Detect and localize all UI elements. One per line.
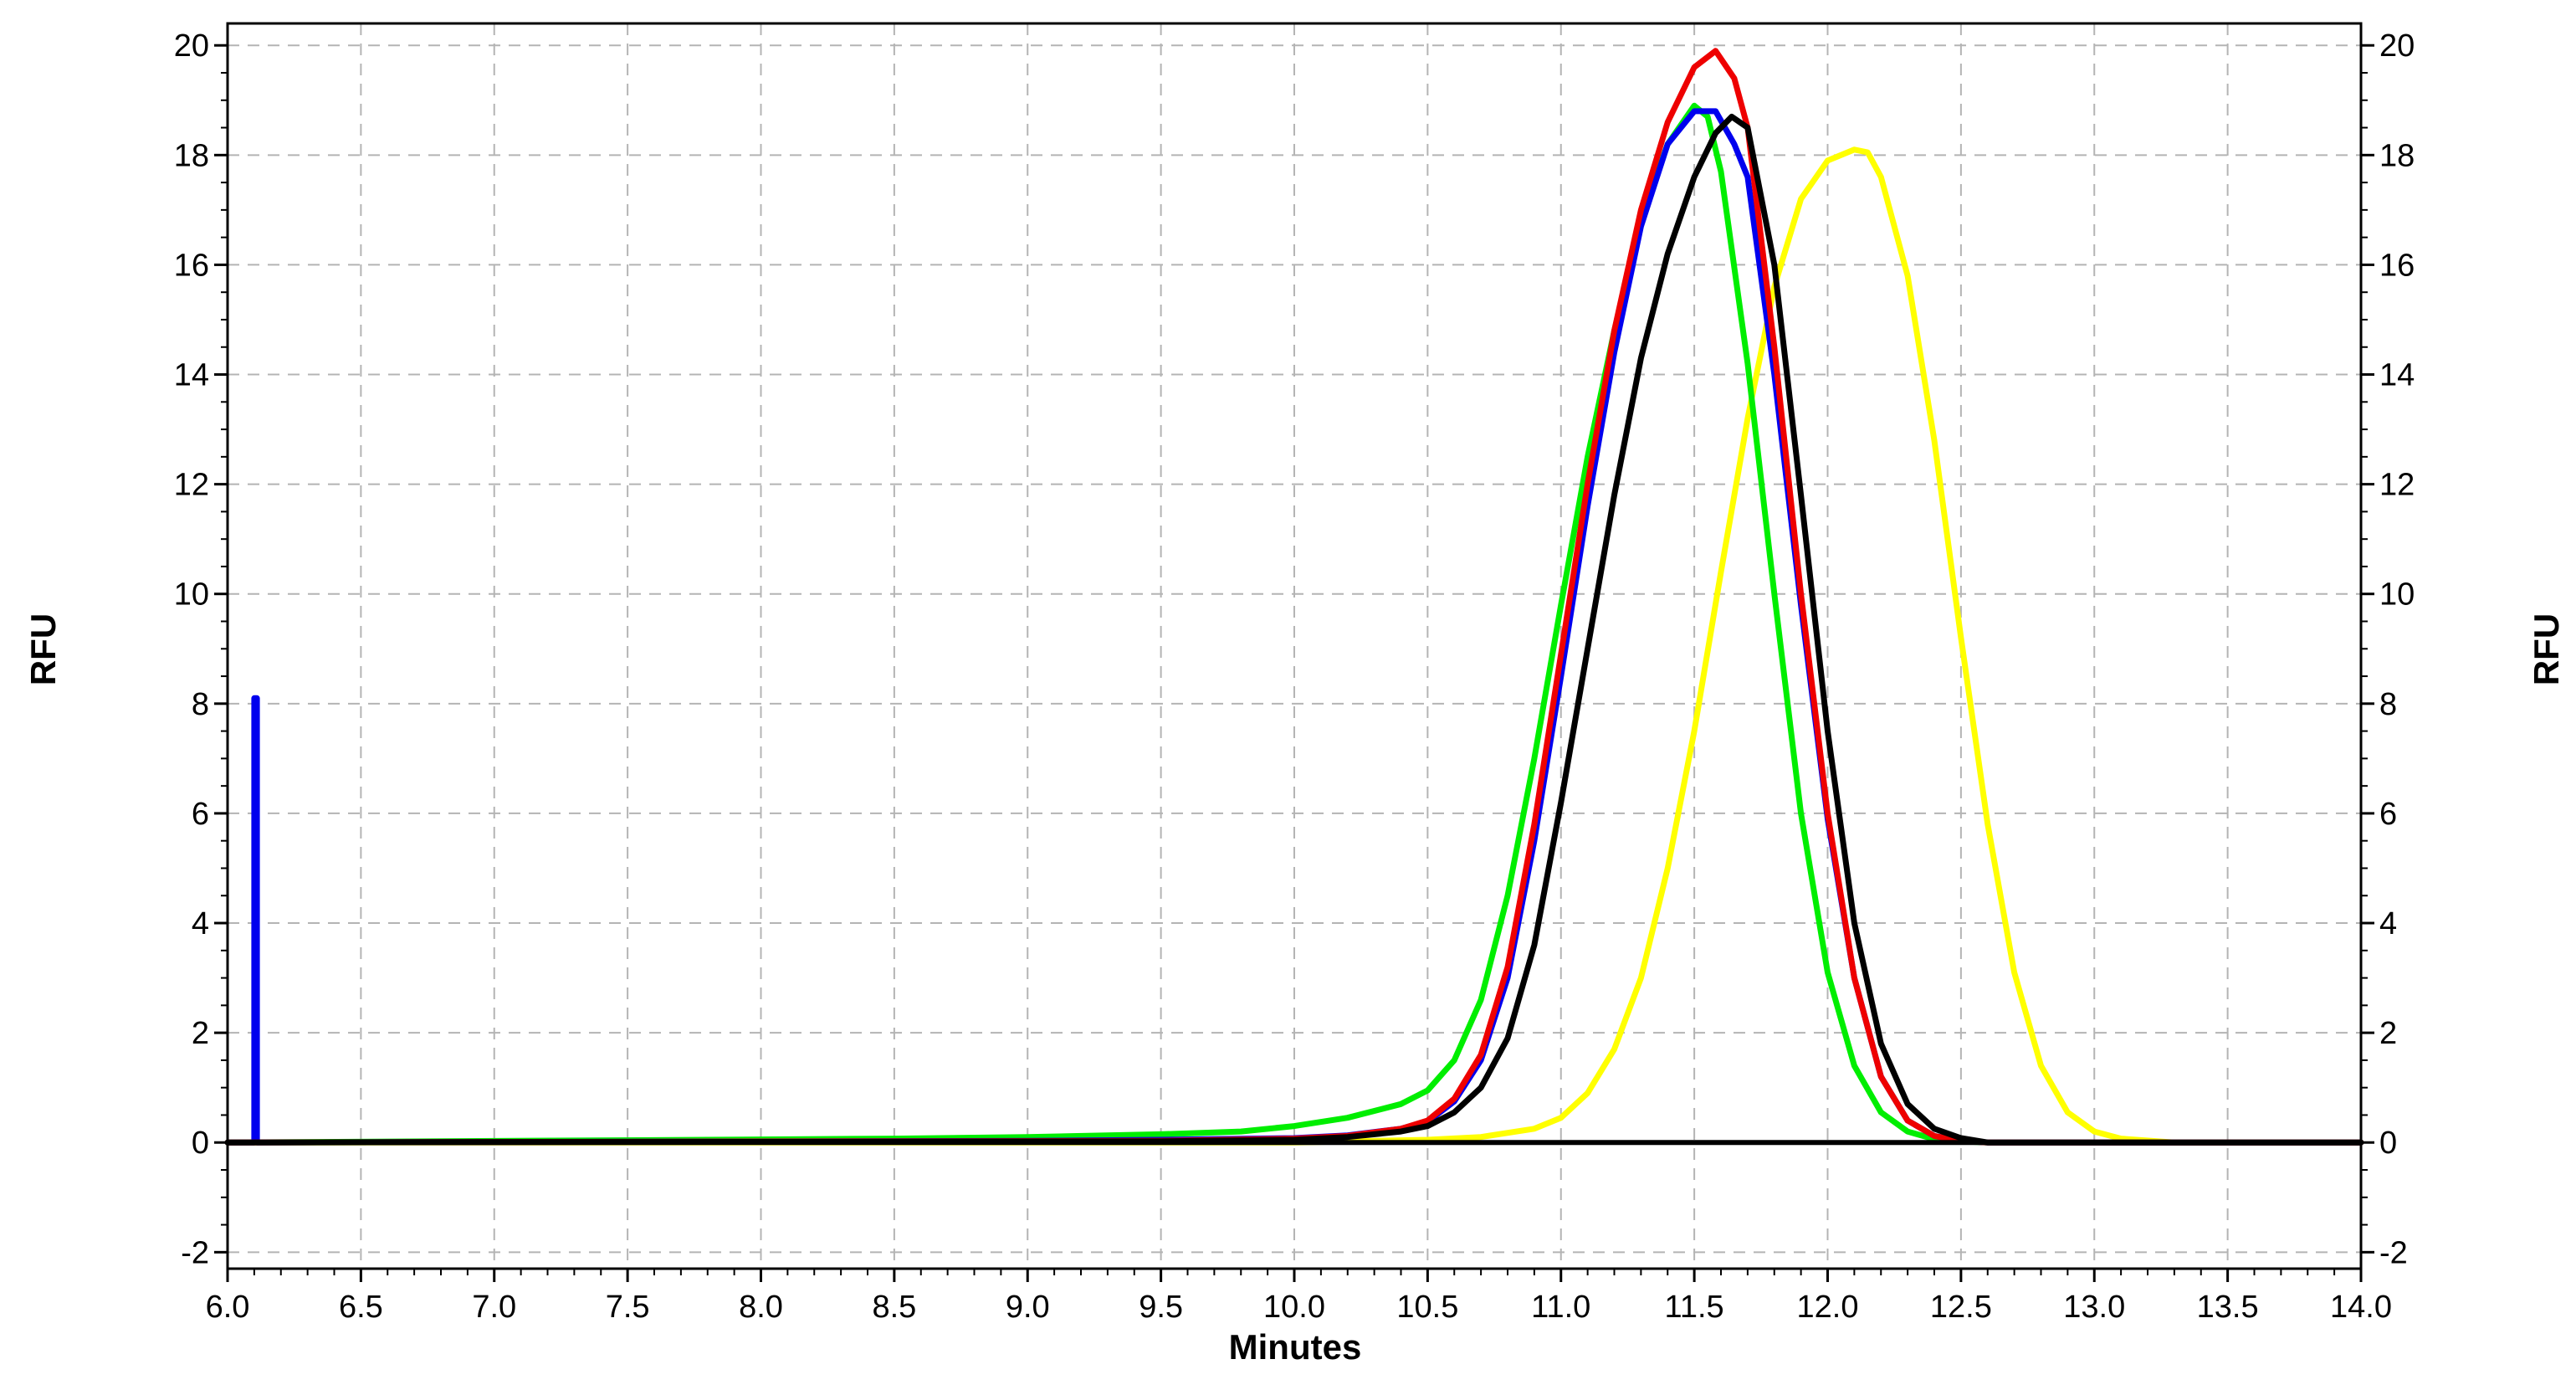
x-tick-label: 12.5 <box>1930 1290 1992 1325</box>
y-tick-label-left: 4 <box>192 906 209 941</box>
x-tick-label: 13.0 <box>2063 1290 2125 1325</box>
y-tick-label-left: -2 <box>181 1235 209 1270</box>
y-tick-label-left: 0 <box>192 1126 209 1161</box>
x-tick-label: 10.0 <box>1263 1290 1325 1325</box>
y-tick-label-right: 12 <box>2379 468 2415 503</box>
series-line-1 <box>224 48 2364 1146</box>
x-tick-label: 8.5 <box>872 1290 916 1325</box>
y-tick-label-right: 10 <box>2379 577 2415 613</box>
y-tick-label-right: -2 <box>2379 1235 2408 1270</box>
y-tick-label-right: 20 <box>2379 28 2415 64</box>
y-tick-label-left: 10 <box>174 577 209 613</box>
x-tick-label: 9.0 <box>1006 1290 1050 1325</box>
x-tick-label: 11.5 <box>1665 1290 1724 1325</box>
x-tick-label: 12.0 <box>1797 1290 1859 1325</box>
x-axis-title: Minutes <box>1229 1327 1362 1367</box>
series-line-3 <box>224 113 2364 1146</box>
y-tick-label-right: 2 <box>2379 1016 2397 1051</box>
series-layer <box>224 48 2364 1146</box>
y-tick-label-right: 0 <box>2379 1126 2397 1161</box>
y-tick-label-left: 18 <box>174 138 209 173</box>
series-line-4 <box>224 146 2364 1146</box>
series-line-0 <box>224 102 2364 1146</box>
x-tick-label: 11.0 <box>1531 1290 1590 1325</box>
x-tick-label: 6.0 <box>206 1290 250 1325</box>
grid-layer <box>228 23 2361 1269</box>
x-tick-label: 7.0 <box>472 1290 516 1325</box>
y-tick-label-left: 16 <box>174 248 209 283</box>
x-tick-label: 6.5 <box>339 1290 383 1325</box>
y-tick-label-right: 4 <box>2379 906 2397 941</box>
y-tick-label-right: 6 <box>2379 797 2397 832</box>
x-tick-label: 7.5 <box>606 1290 650 1325</box>
y-tick-label-left: 6 <box>192 797 209 832</box>
y-tick-label-left: 8 <box>192 687 209 722</box>
x-tick-label: 8.0 <box>739 1290 783 1325</box>
y-tick-label-right: 16 <box>2379 248 2415 283</box>
x-tick-label: 9.5 <box>1139 1290 1183 1325</box>
x-tick-label: 14.0 <box>2330 1290 2392 1325</box>
x-tick-label: 13.5 <box>2197 1290 2259 1325</box>
y-tick-label-right: 8 <box>2379 687 2397 722</box>
y-axis-title-right: RFU <box>2527 613 2566 685</box>
tick-layer: 6.0 6.5 7.0 7.5 8.0 8.5 9.0 9.5 10.0 10.5 11.0 11.5… <box>174 28 2415 1325</box>
x-tick-label: 10.5 <box>1396 1290 1458 1325</box>
y-tick-label-left: 20 <box>174 28 209 64</box>
y-tick-label-left: 14 <box>174 358 209 393</box>
y-tick-label-right: 18 <box>2379 138 2415 173</box>
y-axis-title-left: RFU <box>23 613 63 685</box>
y-tick-label-left: 12 <box>174 468 209 503</box>
y-tick-label-left: 2 <box>192 1016 209 1051</box>
y-tick-label-right: 14 <box>2379 358 2415 393</box>
